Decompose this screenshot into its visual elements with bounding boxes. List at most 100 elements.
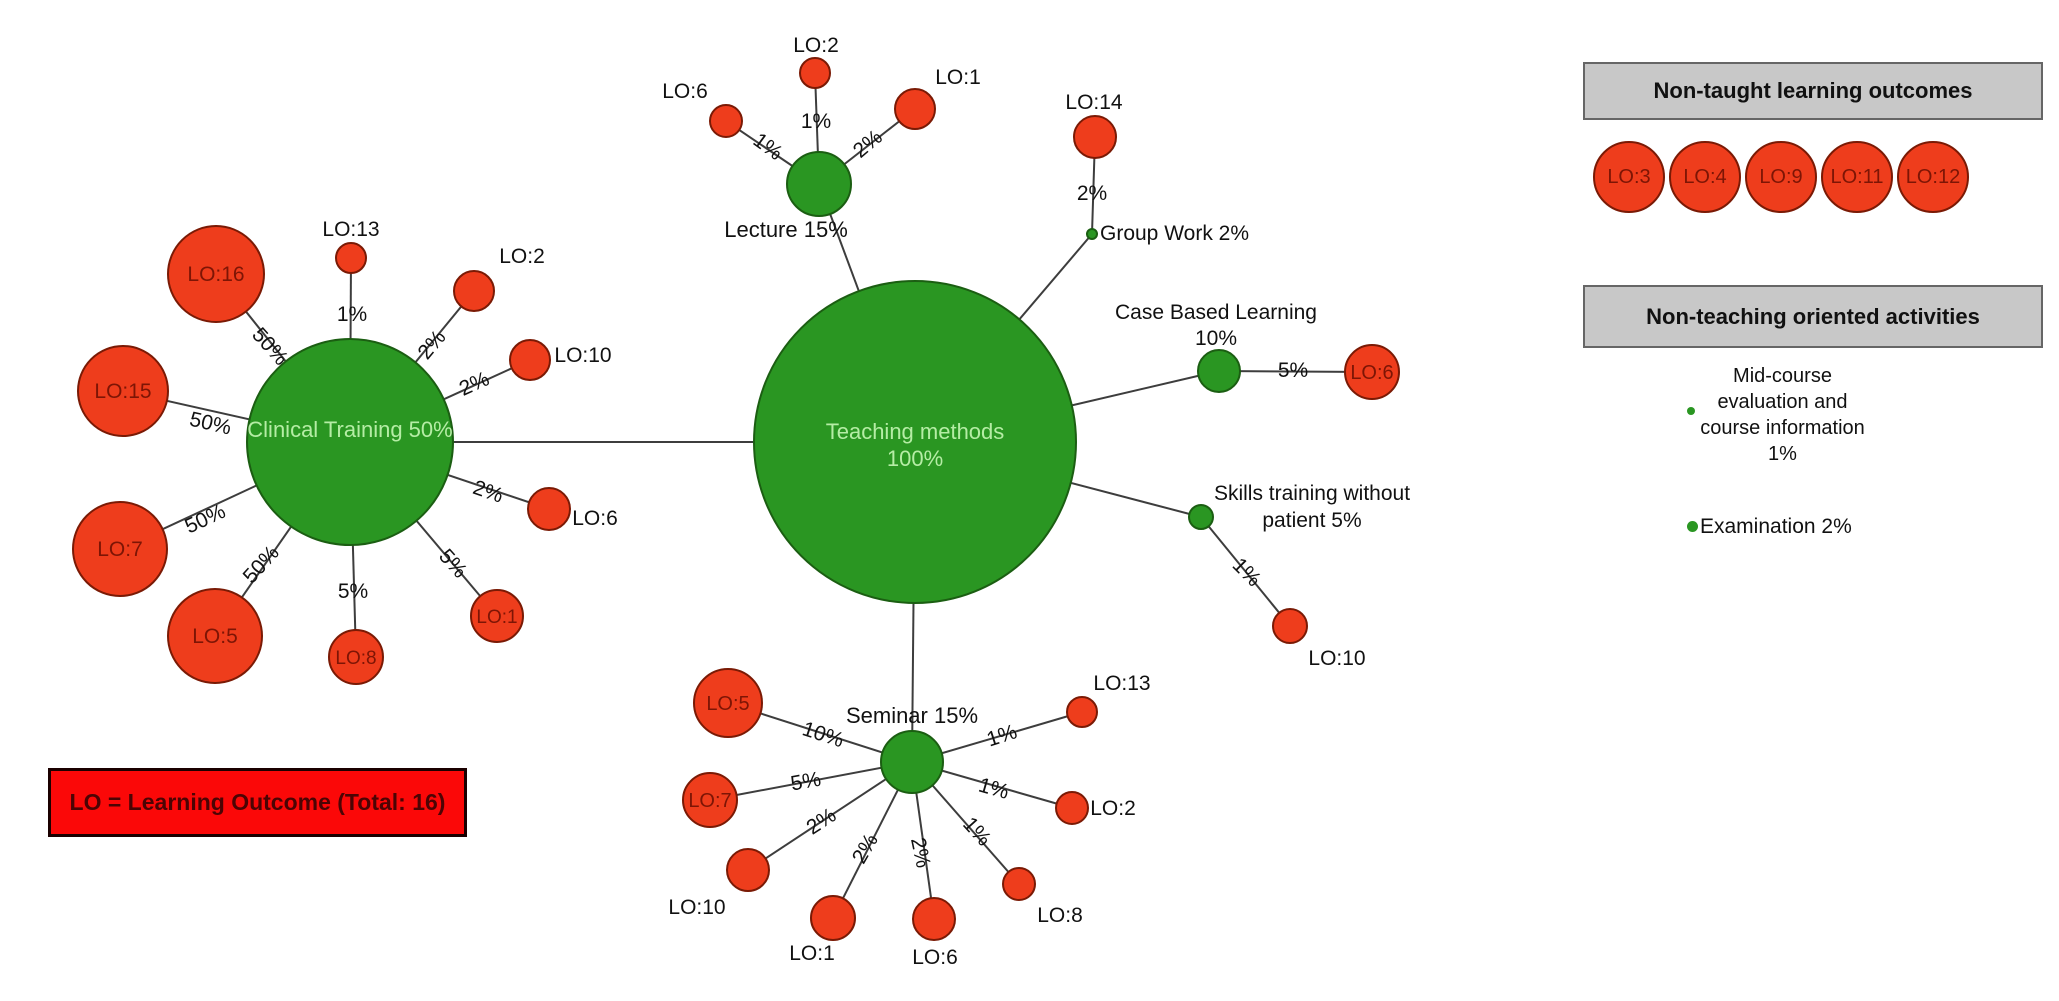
legend-outcome-circle: LO:12 [1897,141,1969,213]
label-c6: LO:6 [572,507,618,530]
edge-seminar-s10 [747,761,913,871]
node-c10 [509,339,551,381]
node-c2 [453,270,495,312]
label-c13: LO:13 [322,218,379,241]
label-s6: LO:6 [912,946,958,969]
edge-label-clinical-c8: 5% [338,580,368,603]
node-s6 [912,897,956,941]
label-c2: LO:2 [499,245,545,268]
edge-label-groupwork-lo14: 2% [1077,182,1107,205]
label-lec6: LO:6 [662,80,708,103]
node-c7 [72,501,168,597]
label-c1: LO:1 [476,607,517,628]
label-lo14: LO:14 [1065,91,1123,114]
edge-skills-sk10 [1200,516,1291,627]
label-clinical: Clinical Training 50% [247,417,452,442]
label-s5: LO:5 [706,693,749,715]
label-teaching-line2: 100% [887,446,943,471]
midcourse-evaluation-label: Mid-course evaluation and course informati… [1690,363,1875,467]
label-s7: LO:7 [688,790,731,812]
node-s5 [693,668,763,738]
edge-label-clinical-c1: 5% [434,545,471,583]
label-s13: LO:13 [1093,672,1150,695]
edge-label-seminar-s7: 5% [789,768,823,796]
label-s8: LO:8 [1037,904,1083,927]
edge-label-seminar-s8: 1% [958,813,995,851]
midcourse-label-line: course information [1700,417,1865,439]
node-seminar [880,730,944,794]
legend-outcome-circle: LO:3 [1593,141,1665,213]
label-skills-line1: Skills training without [1214,482,1410,505]
label-cbl-line2: 10% [1195,327,1237,350]
edge-label-skills-sk10: 1% [1228,554,1266,592]
legend-header-non-teaching: Non-teaching oriented activities [1583,285,2043,348]
examination-dot-icon [1687,521,1698,532]
label-c7: LO:7 [97,538,143,561]
edge-label-clinical-c7: 50% [181,500,229,539]
legend-outcome-circle: LO:11 [1821,141,1893,213]
node-teaching [753,280,1077,604]
label-seminar: Seminar 15% [846,703,978,728]
node-cb6 [1344,344,1400,400]
non-taught-outcomes-row: LO:3 LO:4 LO:9 LO:11 LO:12 [1593,141,1969,213]
label-c10: LO:10 [554,344,611,367]
label-groupwork: Group Work 2% [1100,222,1249,245]
label-lec2: LO:2 [793,34,839,57]
node-c8 [328,629,384,685]
edge-label-clinical-c15: 50% [187,408,233,440]
label-lecture: Lecture 15% [724,217,848,242]
node-c6 [527,487,571,531]
edge-seminar-s7 [709,761,913,801]
node-groupwork [1086,228,1098,240]
legend-outcome-circle: LO:9 [1745,141,1817,213]
label-c16: LO:16 [187,263,244,286]
node-c16 [167,225,265,323]
edge-label-clinical-c10: 2% [456,367,493,400]
label-s10: LO:10 [668,896,725,919]
label-c15: LO:15 [94,380,151,403]
node-c1 [470,589,524,643]
node-s2 [1055,791,1089,825]
node-c13 [335,242,367,274]
midcourse-label-line: Mid-course [1733,365,1832,387]
node-sk10 [1272,608,1308,644]
edge-label-clinical-c13: 1% [337,303,367,326]
label-s2: LO:2 [1090,797,1136,820]
examination-label: Examination 2% [1700,515,1852,538]
node-s1 [810,895,856,941]
lo-abbreviation-note: LO = Learning Outcome (Total: 16) [48,768,467,837]
label-c8: LO:8 [335,648,376,669]
label-s1: LO:1 [789,942,835,965]
legend-header-non-taught: Non-taught learning outcomes [1583,62,2043,120]
legend-outcome-circle: LO:4 [1669,141,1741,213]
node-s8 [1002,867,1036,901]
edge-label-seminar-s1: 2% [848,830,883,868]
node-lec6 [709,104,743,138]
edge-label-lecture-lec2: 1% [801,110,831,133]
midcourse-label-line: 1% [1768,443,1797,465]
label-skills-line2: patient 5% [1262,509,1361,532]
label-teaching-line1: Teaching methods [826,419,1005,444]
node-cbl [1197,349,1241,393]
label-c5: LO:5 [192,625,238,648]
node-s10 [726,848,770,892]
label-sk10: LO:10 [1308,647,1365,670]
node-c15 [77,345,169,437]
node-lec1 [894,88,936,130]
edge-label-seminar-s6: 2% [906,835,935,869]
edge-label-seminar-s10: 2% [802,804,840,840]
midcourse-dot-icon [1687,407,1695,415]
node-lec2 [799,57,831,89]
node-lo14 [1073,115,1117,159]
node-clinical [246,338,454,546]
label-lec1: LO:1 [935,66,981,89]
midcourse-label-line: evaluation and [1717,391,1848,413]
edge-label-seminar-s5: 10% [799,717,846,752]
node-lecture [786,151,852,217]
node-layer [72,57,1400,941]
label-cbl-line1: Case Based Learning [1115,301,1317,324]
node-s13 [1066,696,1098,728]
edge-label-seminar-s2: 1% [976,774,1012,804]
